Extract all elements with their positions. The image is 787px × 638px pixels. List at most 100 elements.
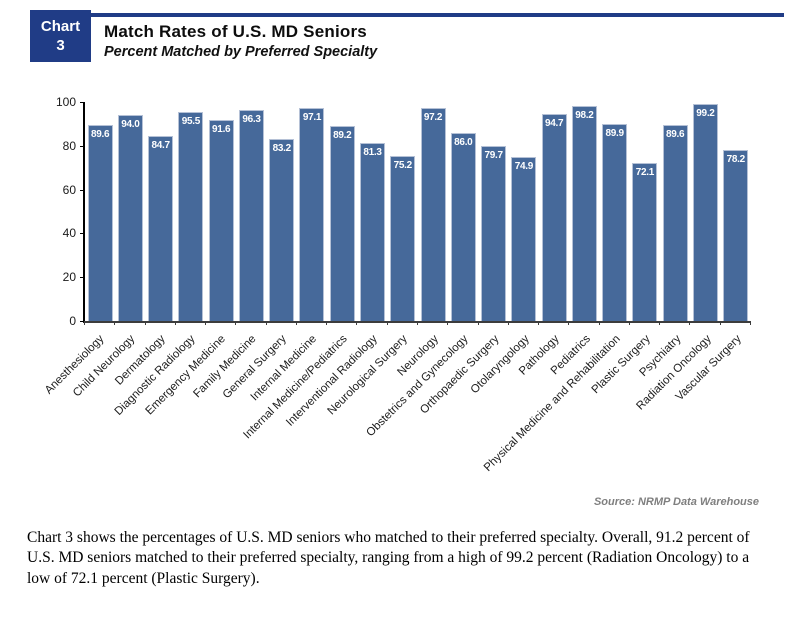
x-axis-tick-mark [144,321,146,325]
bar: 84.7 [148,135,174,321]
y-axis-tick-mark [80,145,85,147]
bar-slot: 97.1 [297,102,327,321]
y-axis-tick-label: 100 [55,95,76,109]
x-axis-tick-mark [265,321,267,325]
bar: 94.7 [541,113,567,321]
y-axis-tick-mark [80,102,85,103]
bar-value-label: 94.0 [121,119,140,131]
y-axis-tick-label: 40 [62,226,76,241]
bar: 86.0 [450,132,476,321]
x-axis-tick-mark [84,321,85,325]
bar-slot: 89.9 [600,102,630,321]
x-axis-tick-mark [477,321,479,325]
bar: 99.2 [692,103,718,321]
bar: 96.3 [238,110,264,321]
badge-word: Chart [40,17,81,35]
bar-slot: 84.7 [146,102,176,321]
bar: 83.2 [269,138,295,321]
bar: 94.0 [117,115,143,321]
bar-value-label: 97.2 [423,112,443,124]
bar-slot: 89.6 [85,102,115,321]
x-axis-tick-mark [386,321,388,325]
bar-value-label: 99.2 [696,107,715,119]
bar-value-label: 89.6 [666,128,685,140]
bar-value-label: 96.3 [242,114,261,126]
bar: 89.6 [87,124,113,321]
x-axis-tick-mark [719,321,721,325]
bar-slot: 98.2 [569,102,599,321]
bar-value-label: 75.2 [393,160,413,172]
bar: 78.2 [723,149,749,321]
bar-slot: 74.9 [509,102,539,321]
bar-value-label: 97.1 [302,112,322,124]
x-axis-tick-mark [174,321,176,325]
bar: 97.1 [299,108,325,321]
y-axis-tick-label: 20 [62,270,76,285]
bar-value-label: 74.9 [514,160,534,172]
bar: 91.6 [208,120,234,321]
bar-slot: 96.3 [236,102,266,321]
y-axis-tick-label: 60 [62,182,76,197]
x-axis-tick-mark [659,321,661,325]
x-axis-tick-mark [326,321,328,325]
bar-value-label: 94.7 [544,117,564,129]
x-axis-tick-mark [538,321,540,325]
chart-number-badge: Chart 3 [30,10,91,62]
bar-value-label: 78.2 [726,153,746,165]
bar: 75.2 [390,156,416,321]
bar: 89.2 [329,125,355,321]
bar: 97.2 [420,108,446,321]
caption-text: Chart 3 shows the percentages of U.S. MD… [27,529,750,587]
bar-slot: 99.2 [690,102,720,321]
bar-value-label: 89.9 [605,128,625,140]
bar: 74.9 [511,156,537,321]
plot-area: 0 20 40 60 80 100 89.6 94.0 84.7 95.5 91.6 96.3 83.2… [56,95,751,328]
x-axis-tick-mark [598,321,600,325]
x-axis-tick-mark [417,321,418,325]
bar-slot: 97.2 [418,102,448,321]
bar-slot: 79.7 [478,102,508,321]
bar-value-label: 86.0 [454,136,473,148]
bar: 89.6 [662,124,688,321]
bar-slot: 78.2 [721,102,751,321]
source-note: Source: NRMP Data Warehouse [593,496,759,508]
x-axis-tick-mark [750,321,751,325]
bar: 79.7 [481,146,507,321]
chart-header: Chart 3 Match Rates of U.S. MD Seniors P… [0,0,787,62]
bar-value-label: 79.7 [484,150,503,162]
y-axis-tick-mark [80,277,85,279]
x-axis-tick-mark [235,321,237,325]
bar-value-label: 89.2 [333,129,352,141]
bar-slot: 89.6 [660,102,690,321]
bar-slot: 86.0 [448,102,478,321]
bar: 95.5 [178,111,204,321]
bar-value-label: 72.1 [635,167,655,179]
bar-slot: 94.7 [539,102,569,321]
y-axis-tick-label: 80 [62,138,76,153]
chart-title: Match Rates of U.S. MD Seniors [104,22,367,41]
bar-slot: 89.2 [327,102,357,321]
title-block: Match Rates of U.S. MD Seniors Percent M… [91,13,784,60]
bar-value-label: 83.2 [272,142,292,154]
x-axis-tick-mark [356,321,358,325]
bar-value-label: 95.5 [181,115,201,127]
bar: 98.2 [571,105,597,321]
x-axis-tick-mark [114,321,116,325]
x-axis-tick-mark [689,321,691,325]
x-axis-tick-mark [568,321,570,325]
bar-slot: 81.3 [357,102,387,321]
bar: 81.3 [360,142,386,321]
bar: 72.1 [632,163,658,321]
bar-slot: 95.5 [176,102,206,321]
y-axis-tick-label: 0 [69,314,76,328]
bar-value-label: 81.3 [363,146,382,158]
bar-value-label: 91.6 [212,124,231,136]
bar-slot: 72.1 [630,102,660,321]
bar-slot: 75.2 [388,102,418,321]
y-axis-tick-mark [80,189,85,191]
bar-value-label: 89.6 [90,128,110,140]
bar: 89.9 [602,124,628,321]
chart-subtitle: Percent Matched by Preferred Specialty [104,44,378,60]
bar-value-label: 84.7 [151,139,171,151]
y-axis-tick-mark [80,321,85,322]
